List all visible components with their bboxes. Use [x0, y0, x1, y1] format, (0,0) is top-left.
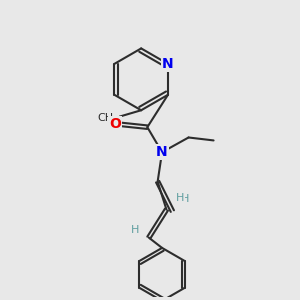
Text: H: H	[181, 194, 189, 204]
Text: N: N	[162, 57, 174, 71]
Text: CH₃: CH₃	[97, 112, 118, 123]
Text: H: H	[130, 225, 139, 235]
Text: O: O	[109, 117, 121, 131]
Text: H: H	[176, 194, 184, 203]
Text: N: N	[156, 145, 168, 159]
